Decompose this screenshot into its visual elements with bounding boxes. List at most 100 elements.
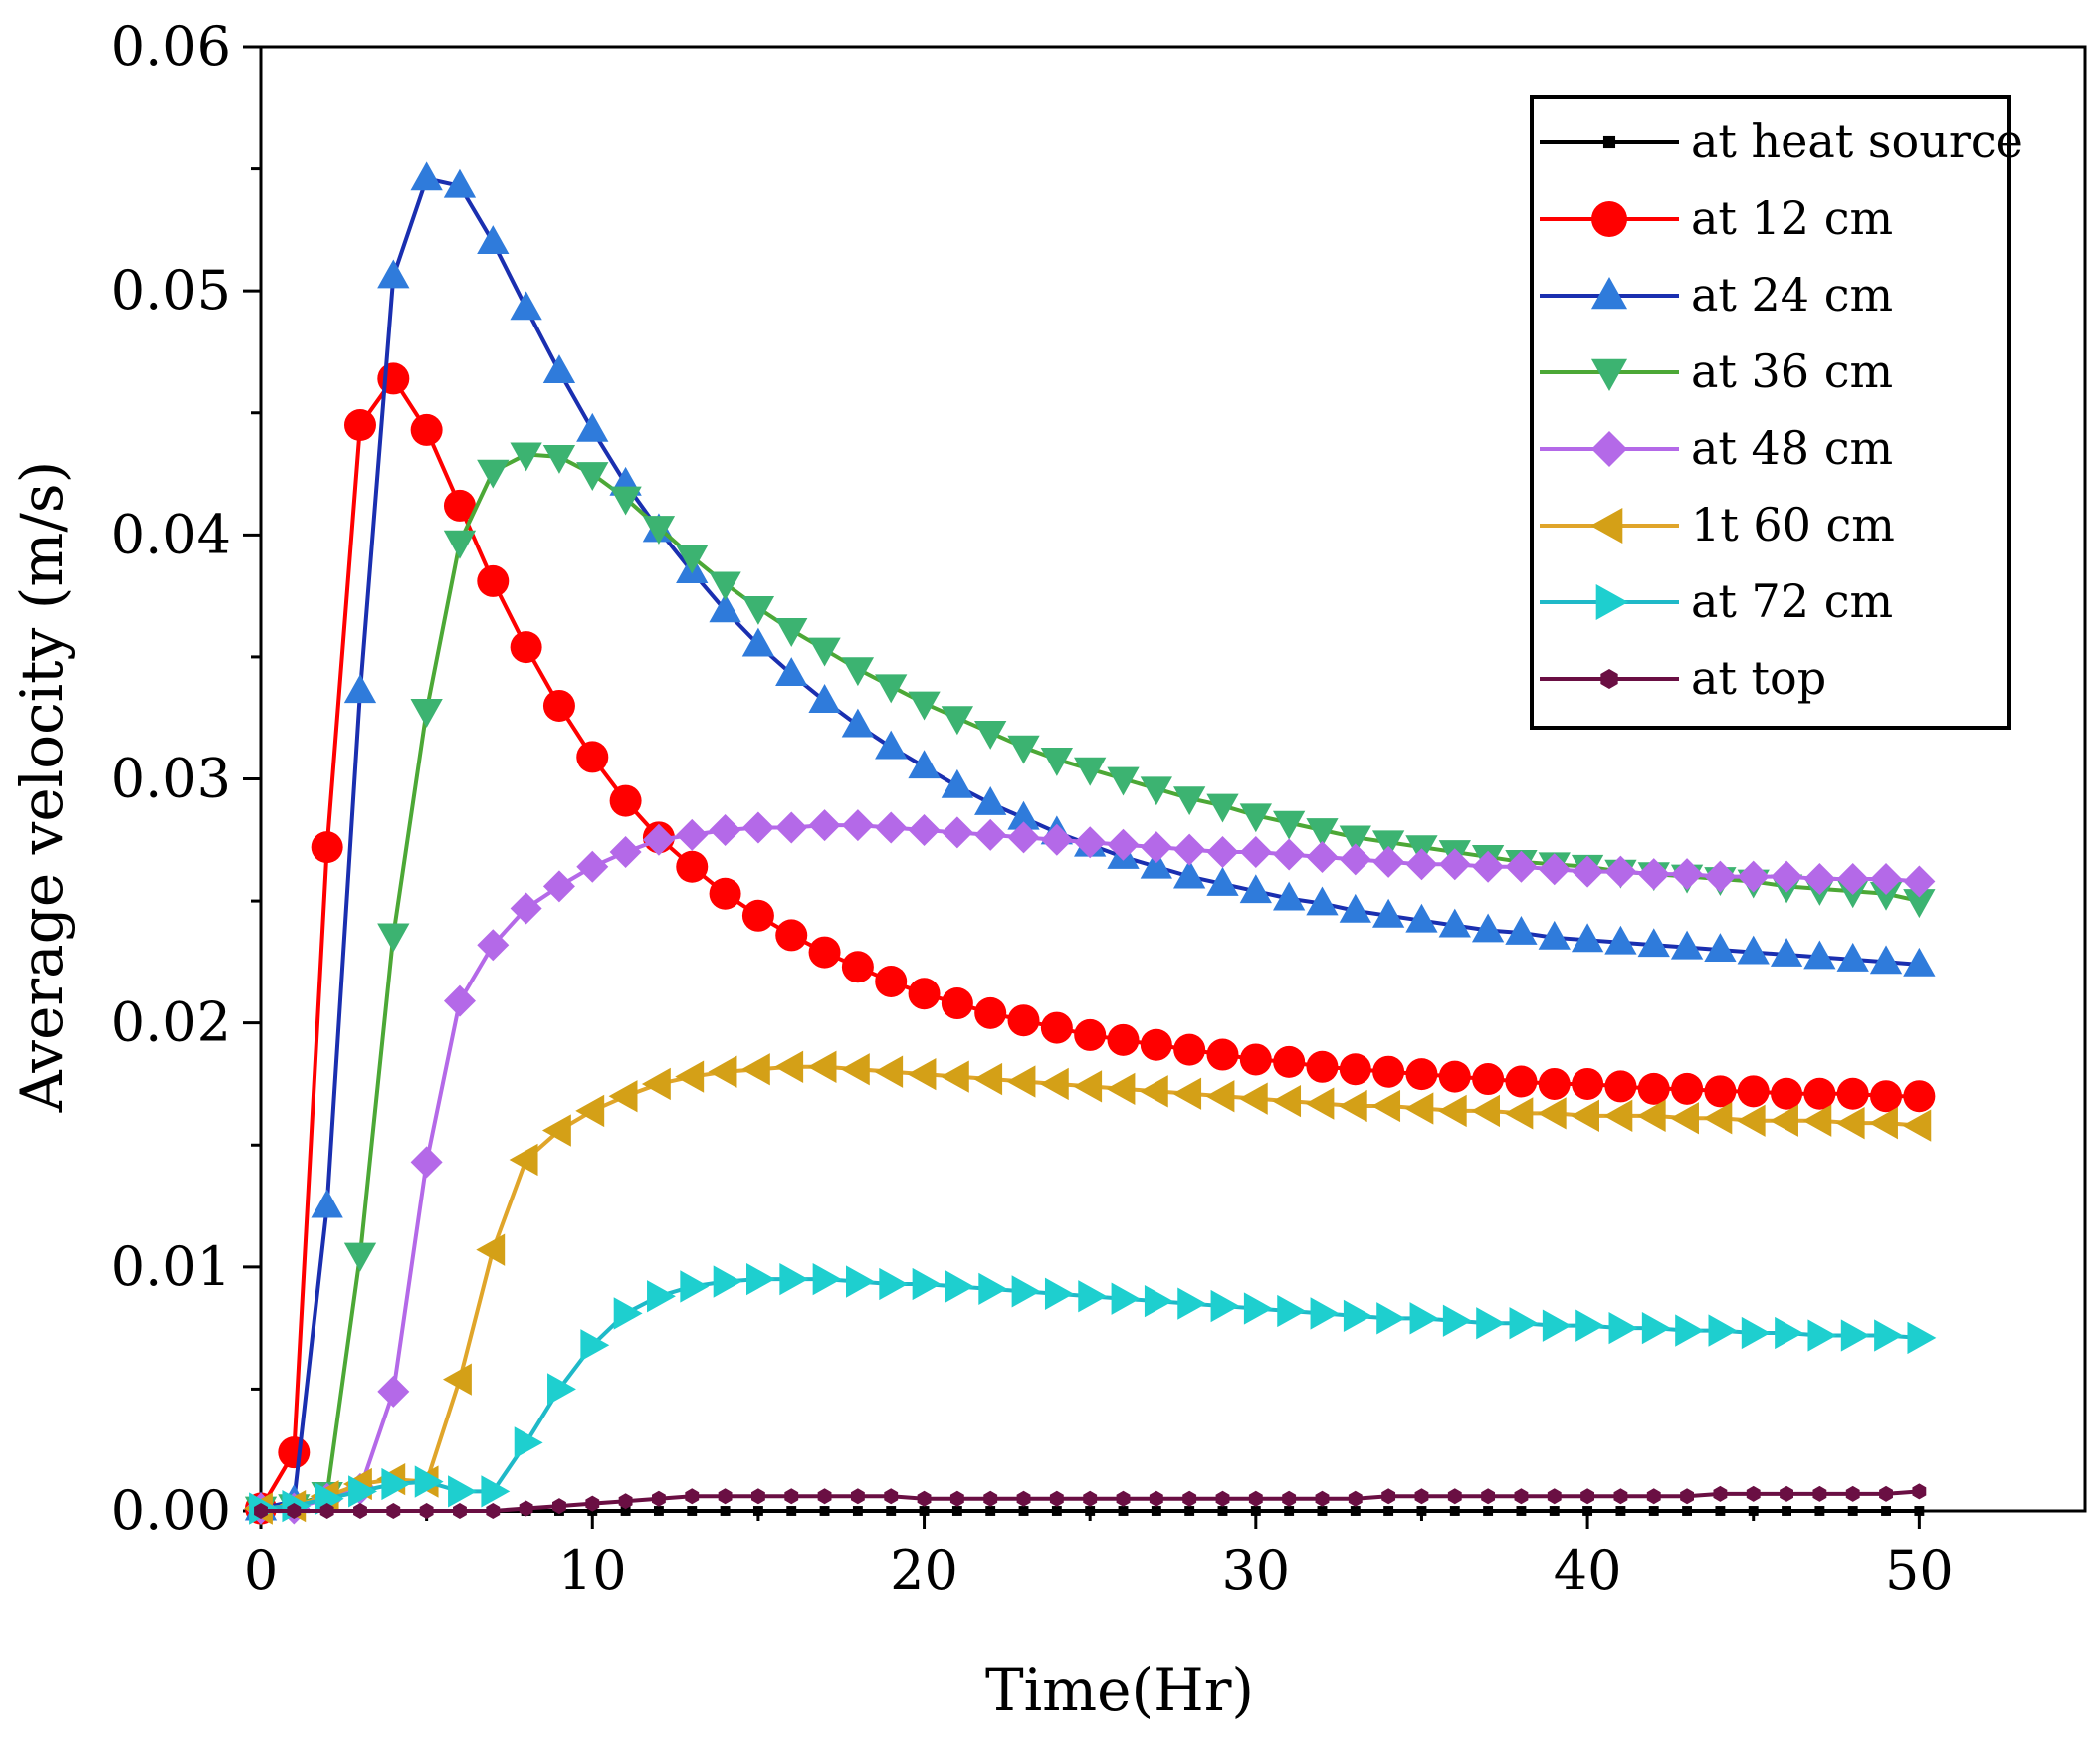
data-point xyxy=(609,836,642,869)
data-point xyxy=(1273,838,1306,871)
data-point xyxy=(874,1055,904,1088)
data-point xyxy=(945,1270,974,1303)
data-point xyxy=(1509,1307,1539,1340)
data-point xyxy=(941,706,974,736)
data-point xyxy=(1780,1485,1793,1502)
data-point xyxy=(278,1436,311,1469)
data-point xyxy=(775,657,808,686)
data-point xyxy=(886,1506,897,1516)
data-point xyxy=(542,444,576,474)
data-point xyxy=(1472,850,1505,883)
data-point xyxy=(453,1503,467,1519)
data-point xyxy=(1505,850,1538,883)
data-point xyxy=(1504,1097,1534,1130)
data-point xyxy=(348,1475,377,1508)
data-point xyxy=(812,1262,842,1296)
data-point xyxy=(1538,1067,1571,1100)
legend-item: at 36 cm xyxy=(1540,344,1893,398)
data-point xyxy=(1575,1309,1605,1342)
data-point xyxy=(1914,1506,1925,1516)
data-point xyxy=(1272,810,1306,840)
data-point xyxy=(1040,747,1074,776)
data-point xyxy=(1847,1506,1858,1516)
data-point xyxy=(377,259,410,289)
data-point xyxy=(1671,1072,1704,1105)
data-point xyxy=(1438,848,1471,881)
data-point xyxy=(541,1114,571,1147)
data-point xyxy=(287,1503,302,1519)
data-point xyxy=(808,637,841,667)
data-point xyxy=(510,631,542,664)
data-point xyxy=(1438,908,1471,938)
data-point xyxy=(875,674,908,704)
data-point xyxy=(841,657,875,687)
data-point xyxy=(1310,1297,1340,1330)
data-point xyxy=(1217,1506,1228,1516)
data-point xyxy=(1682,1506,1693,1516)
data-point xyxy=(808,684,841,713)
data-point xyxy=(1869,945,1903,975)
data-point xyxy=(542,689,575,722)
data-point xyxy=(552,1498,566,1515)
data-point xyxy=(1613,1488,1628,1505)
legend-marker xyxy=(1595,583,1628,621)
data-point xyxy=(1879,1485,1893,1502)
data-point xyxy=(1447,1488,1462,1505)
data-point xyxy=(1372,1055,1405,1088)
data-point xyxy=(1140,831,1172,864)
data-point xyxy=(680,1270,710,1303)
data-point xyxy=(840,1053,870,1086)
data-point xyxy=(1172,1077,1202,1110)
data-point xyxy=(410,1146,443,1179)
data-point xyxy=(1704,1075,1737,1108)
data-point xyxy=(443,168,477,198)
legend-label: at 12 cm xyxy=(1691,191,1893,245)
data-point xyxy=(941,987,973,1020)
data-point xyxy=(1737,1075,1770,1108)
legend-label: at heat source xyxy=(1691,114,2023,168)
data-point xyxy=(1538,920,1571,950)
data-point xyxy=(1770,938,1803,967)
data-point xyxy=(676,850,709,883)
data-point xyxy=(486,1503,501,1519)
data-point xyxy=(1840,1319,1870,1352)
data-point xyxy=(1746,1485,1761,1502)
data-point xyxy=(974,721,1007,750)
data-point xyxy=(1505,915,1538,945)
data-point xyxy=(808,809,841,842)
y-tick-label: 0.01 xyxy=(111,1235,231,1298)
data-point xyxy=(1637,1072,1670,1105)
data-point xyxy=(908,750,941,779)
data-point xyxy=(1040,823,1073,856)
data-point xyxy=(718,1488,733,1505)
data-point xyxy=(419,1503,434,1519)
data-point xyxy=(1007,800,1040,830)
x-tick-label: 50 xyxy=(1885,1539,1954,1602)
data-point xyxy=(377,923,410,953)
data-point xyxy=(1869,881,1903,911)
data-point xyxy=(1641,1311,1671,1345)
data-point xyxy=(841,951,874,983)
data-point xyxy=(1111,1282,1141,1315)
data-point xyxy=(509,1143,538,1177)
series-at-72-cm xyxy=(249,1262,1937,1525)
data-point xyxy=(974,818,1007,851)
data-point xyxy=(1371,1089,1401,1123)
data-point xyxy=(1449,1506,1460,1516)
data-point xyxy=(1615,1506,1626,1516)
data-point xyxy=(448,1475,477,1508)
data-point xyxy=(1704,933,1737,963)
data-point xyxy=(1870,863,1903,896)
data-point xyxy=(1902,1109,1932,1142)
data-point xyxy=(510,892,542,925)
data-point xyxy=(254,1503,268,1519)
data-point xyxy=(1571,923,1604,953)
data-point xyxy=(1476,1307,1506,1340)
legend-item: at 12 cm xyxy=(1540,191,1893,245)
data-point xyxy=(1604,855,1637,888)
data-point xyxy=(1018,1506,1029,1516)
data-point xyxy=(819,1506,830,1516)
data-point xyxy=(1637,858,1670,891)
legend-marker xyxy=(1591,431,1627,467)
legend-item: at top xyxy=(1540,651,1826,705)
